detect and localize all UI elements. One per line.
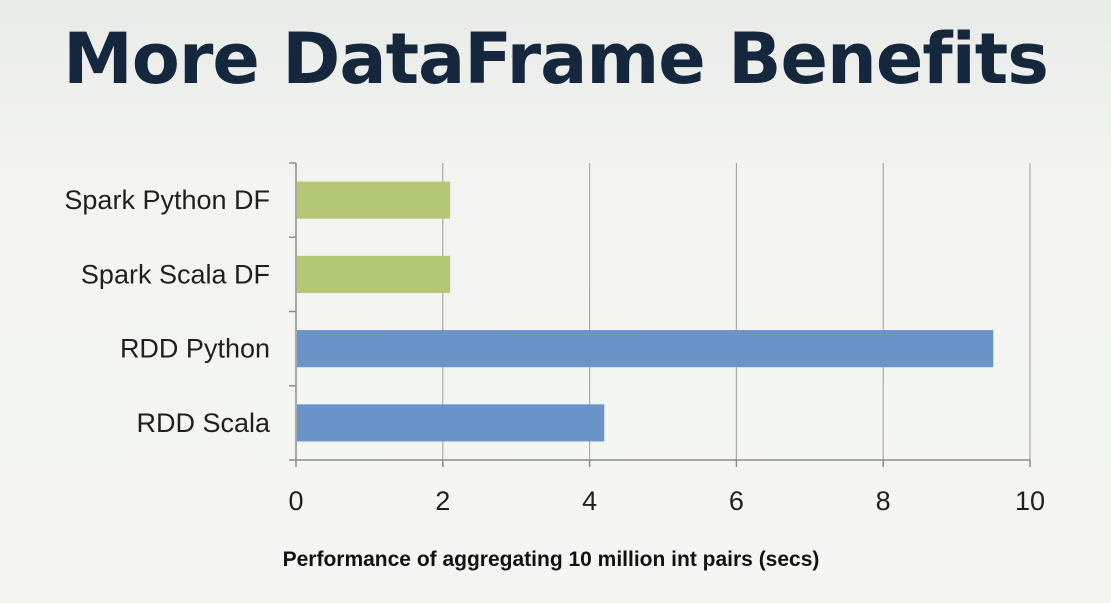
x-axis-title: Performance of aggregating 10 million in… — [283, 548, 820, 571]
bar — [297, 255, 451, 293]
x-tick-labels: 0 2 4 6 8 10 — [288, 486, 1045, 516]
x-tick-label: 4 — [582, 486, 597, 516]
bar — [297, 181, 451, 219]
category-label: Spark Python DF — [64, 185, 270, 215]
bars — [297, 181, 994, 442]
bar — [297, 404, 605, 442]
x-tick-label: 10 — [1015, 486, 1045, 516]
bar — [297, 330, 994, 368]
x-tick-label: 2 — [435, 486, 450, 516]
category-labels: Spark Python DF Spark Scala DF RDD Python R… — [64, 185, 271, 438]
x-tick-label: 6 — [729, 486, 744, 516]
axes — [289, 162, 1031, 467]
slide-title: More DataFrame Benefits — [63, 18, 1049, 100]
category-label: Spark Scala DF — [81, 259, 270, 289]
category-label: RDD Scala — [136, 408, 271, 438]
x-tick-label: 8 — [876, 486, 891, 516]
x-tick-label: 0 — [288, 486, 303, 516]
category-label: RDD Python — [120, 334, 270, 364]
